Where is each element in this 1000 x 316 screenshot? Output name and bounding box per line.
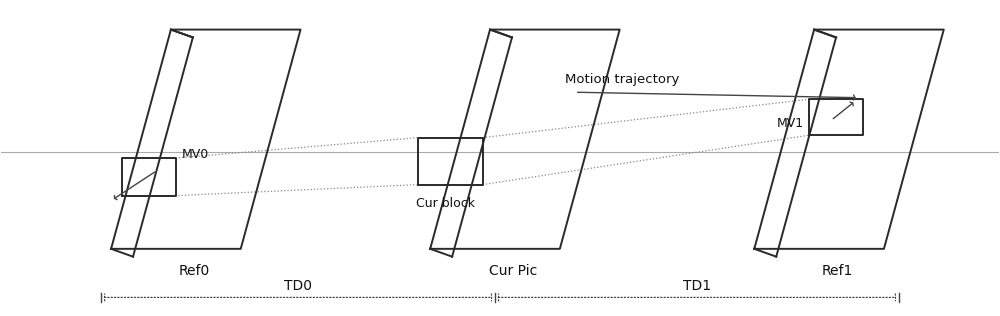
Text: TD0: TD0 <box>284 279 312 294</box>
Text: TD1: TD1 <box>683 279 711 294</box>
Text: Cur block: Cur block <box>416 197 475 210</box>
Text: Motion trajectory: Motion trajectory <box>565 73 679 86</box>
Text: Ref1: Ref1 <box>821 264 853 278</box>
Text: Cur Pic: Cur Pic <box>489 264 537 278</box>
Text: Ref0: Ref0 <box>178 264 209 278</box>
Text: MV0: MV0 <box>181 149 209 161</box>
Text: MV1: MV1 <box>777 117 804 130</box>
